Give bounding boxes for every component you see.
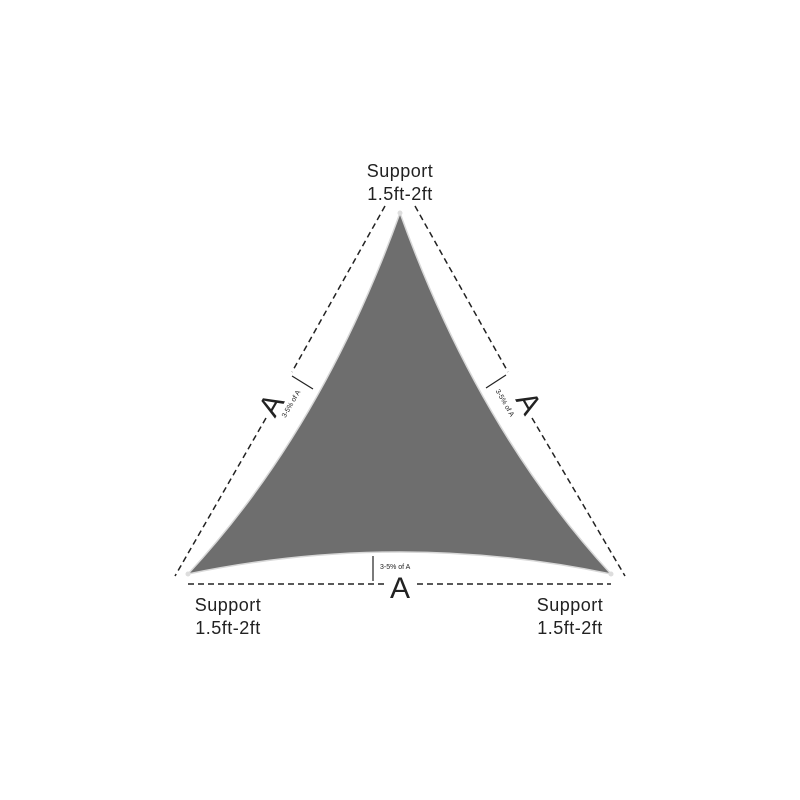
bottom-side-label: A: [390, 572, 410, 605]
corner-ring-top: [397, 210, 403, 216]
support-height: 1.5ft-2ft: [195, 618, 261, 638]
support-label-bottom-left: Support 1.5ft-2ft: [168, 594, 288, 640]
support-title: Support: [366, 161, 434, 181]
support-label-bottom-right: Support 1.5ft-2ft: [510, 594, 630, 640]
bottom-sag-text: 3-5% of A: [380, 564, 411, 571]
support-title: Support: [536, 595, 604, 615]
right-sag-marker: [485, 374, 507, 389]
corner-ring-left: [185, 571, 191, 577]
left-sag-marker: [291, 375, 314, 390]
triangle-sail: [185, 210, 614, 576]
right-side-label: A: [509, 386, 548, 420]
support-height: 1.5ft-2ft: [537, 618, 603, 638]
support-height: 1.5ft-2ft: [367, 184, 433, 204]
support-label-top: Support 1.5ft-2ft: [340, 160, 460, 206]
right-dashed-line-lower: [531, 417, 626, 577]
left-dashed-line-upper: [291, 205, 386, 373]
support-title: Support: [194, 595, 262, 615]
corner-ring-right: [608, 571, 614, 577]
right-dashed-line-upper: [414, 205, 509, 373]
left-dashed-line-lower: [174, 417, 267, 577]
